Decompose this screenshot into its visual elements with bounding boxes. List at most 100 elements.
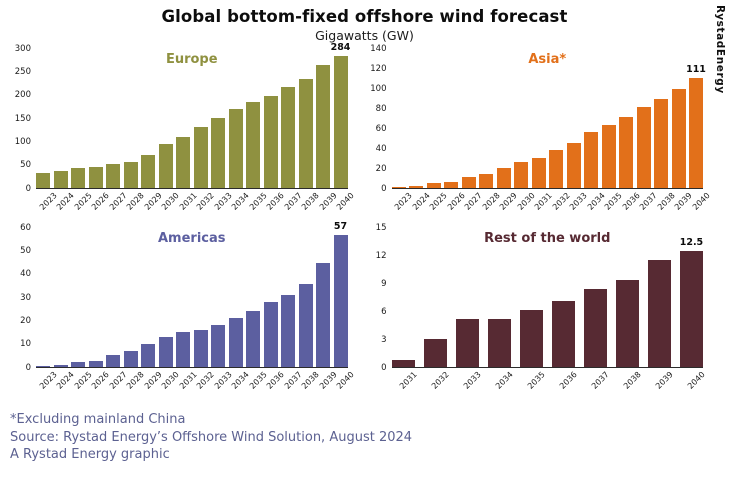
bar-2039 [316, 228, 330, 367]
bar-fill [263, 302, 278, 367]
chart-asia: 0 20 40 60 80 100 120 140 Asia* 111 2023 2024 202… [364, 44, 712, 226]
bar-2032 [423, 228, 447, 367]
bar-fill [519, 309, 543, 367]
bar-fill [246, 311, 260, 367]
bar-2023 [36, 228, 50, 367]
end-value-label: 111 [686, 63, 706, 75]
bar-fill [298, 79, 313, 188]
bar-fill [549, 150, 563, 188]
bar-fill [123, 162, 138, 188]
x-tick: 2027 [462, 189, 484, 226]
chart-americas: 0 10 20 30 40 50 60 Americas 57 2023 2024 2025 20… [8, 221, 356, 405]
y-tick-label: 6 [381, 306, 387, 317]
x-tick: 2035 [246, 189, 269, 226]
bar-2034 [584, 49, 598, 188]
x-tick: 2039 [672, 189, 694, 226]
x-tick: 2036 [619, 189, 642, 226]
x-tick: 2038 [299, 189, 321, 226]
bar-2039 [647, 228, 671, 367]
x-tick: 2030 [514, 189, 537, 226]
bar-2038 [615, 228, 639, 367]
bar-fill [71, 167, 85, 188]
x-tick: 2028 [124, 189, 146, 226]
bar-fill [316, 64, 330, 188]
x-tick: 2026 [444, 189, 467, 226]
x-tick: 2031 [176, 368, 199, 405]
bar-2030 [158, 228, 173, 367]
bar-2039 [671, 49, 686, 188]
bar-2033 [566, 49, 581, 188]
bar-2026 [88, 228, 103, 367]
bar-2025 [71, 49, 85, 188]
x-tick: 2040 [689, 189, 712, 226]
bar-2027 [106, 228, 120, 367]
y-tick-label: 20 [20, 315, 31, 326]
bar-2032 [549, 49, 563, 188]
bar-2023 [391, 49, 406, 188]
x-tick: 2036 [264, 368, 286, 405]
y-axis: 0 3 6 9 12 15 [364, 223, 392, 371]
plot-area: Europe 284 [36, 42, 350, 189]
x-tick-label: 2032 [429, 370, 451, 391]
footer: *Excluding mainland China Source: Rystad… [0, 405, 729, 464]
y-tick-label: 200 [14, 90, 31, 101]
bar-fill [246, 101, 260, 188]
x-tick: 2026 [89, 189, 111, 226]
x-tick: 2040 [334, 368, 356, 405]
x-tick: 2037 [637, 189, 659, 226]
y-tick-label: 0 [25, 362, 31, 373]
x-axis: 2023 2024 2025 2026 2027 2028 2029 2030 2031 2032… [36, 189, 356, 226]
y-tick-label: 50 [20, 245, 31, 256]
chart-title: Europe [165, 52, 218, 67]
x-tick: 2032 [549, 189, 572, 226]
bar-fill [53, 364, 68, 367]
y-tick-label: 120 [370, 63, 387, 74]
x-tick: 2023 [36, 189, 59, 226]
x-tick-label: 2039 [654, 370, 675, 391]
footnote: *Excluding mainland China [10, 412, 186, 427]
x-tick: 2030 [159, 189, 181, 226]
bar-fill [584, 132, 598, 188]
y-tick-label: 12 [375, 250, 387, 261]
x-tick: 2023 [392, 189, 414, 226]
x-tick: 2025 [71, 189, 94, 226]
x-tick: 2034 [229, 189, 251, 226]
bar-2036 [551, 228, 575, 367]
bar-2028 [123, 49, 138, 188]
y-axis: 0 10 20 30 40 50 60 [8, 223, 36, 371]
plot-area: Asia* 111 [391, 49, 706, 189]
bar-fill [689, 77, 703, 188]
x-tick: 2029 [141, 189, 164, 226]
bar-2037 [583, 228, 607, 367]
bar-2036 [619, 49, 633, 188]
bar-2023 [36, 49, 50, 188]
bar-2038 [298, 49, 313, 188]
x-tick-label: 2040 [690, 191, 712, 212]
chart-rest-of-world: 0 3 6 9 12 15 Rest of the world 12.5 2031 2032… [364, 223, 707, 405]
bar-2032 [193, 49, 208, 188]
y-tick-label: 9 [381, 278, 387, 289]
header: Global bottom-fixed offshore wind foreca… [0, 0, 729, 43]
y-tick-label: 300 [14, 43, 31, 54]
bar-fill [88, 361, 103, 367]
bar-2037 [636, 49, 651, 188]
x-tick-label: 2040 [335, 370, 356, 391]
rystad-energy-logo: RystadEnergy [714, 5, 726, 94]
x-tick: 2025 [71, 368, 94, 405]
bar-2029 [141, 228, 155, 367]
bar-fill [53, 171, 68, 188]
x-tick-label: 2031 [397, 370, 419, 391]
bar-2024 [53, 228, 68, 367]
x-tick: 2035 [246, 368, 269, 405]
bar-fill [583, 289, 607, 367]
bar-fill [487, 318, 511, 367]
x-tick: 2037 [281, 368, 304, 405]
bar-2034 [228, 228, 243, 367]
axis-corner-spacer [8, 189, 36, 226]
bar-2033 [211, 228, 225, 367]
bar-2038 [654, 49, 668, 188]
x-tick: 2025 [427, 189, 449, 226]
x-tick: 2038 [654, 189, 677, 226]
bar-fill [193, 127, 208, 188]
